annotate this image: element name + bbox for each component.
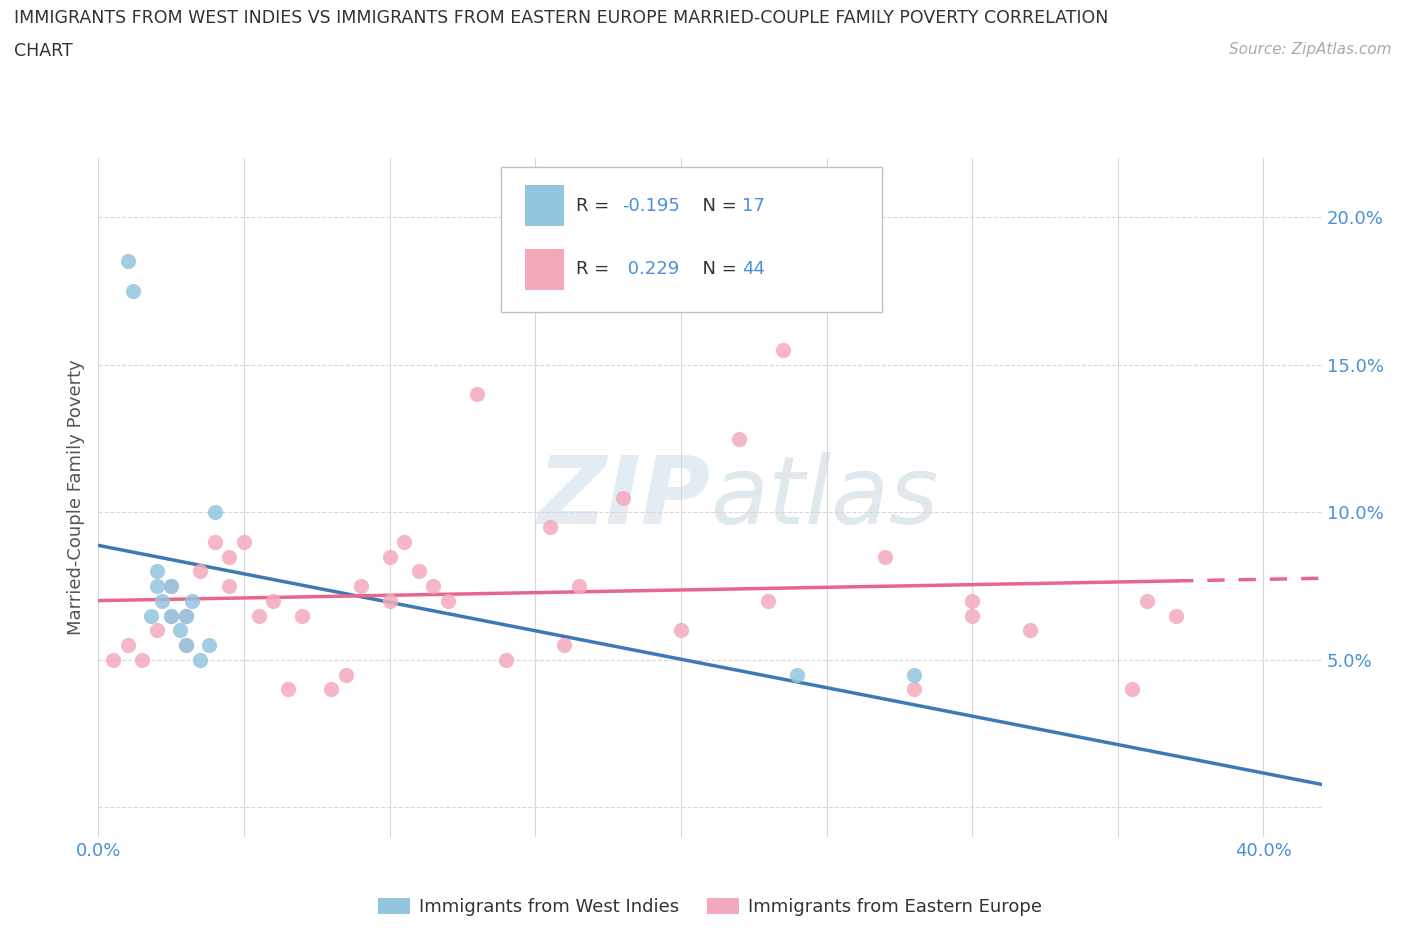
Point: [1121, 682, 1143, 697]
Legend: Immigrants from West Indies, Immigrants from Eastern Europe: Immigrants from West Indies, Immigrants …: [371, 890, 1049, 923]
Point: [378, 593, 401, 608]
Point: [160, 578, 183, 593]
Text: 44: 44: [741, 260, 765, 278]
Point: [392, 535, 416, 550]
Point: [145, 564, 167, 578]
Point: [568, 578, 591, 593]
Text: N =: N =: [690, 260, 742, 278]
Text: -0.195: -0.195: [621, 196, 681, 215]
Text: ZIP: ZIP: [537, 452, 710, 543]
Point: [612, 490, 634, 505]
Text: 17: 17: [741, 196, 765, 215]
Point: [174, 608, 197, 623]
Point: [669, 623, 692, 638]
Text: CHART: CHART: [14, 42, 73, 60]
Point: [277, 682, 299, 697]
Point: [291, 608, 314, 623]
Point: [101, 653, 124, 668]
Point: [117, 638, 139, 653]
Point: [131, 653, 153, 668]
Point: [174, 608, 197, 623]
Point: [349, 578, 371, 593]
Text: 0.229: 0.229: [621, 260, 679, 278]
Point: [437, 593, 460, 608]
Point: [198, 638, 221, 653]
Point: [188, 653, 212, 668]
Point: [960, 608, 983, 623]
Point: [145, 623, 167, 638]
Point: [422, 578, 444, 593]
Point: [160, 578, 183, 593]
Point: [139, 608, 162, 623]
Point: [188, 564, 212, 578]
Point: [1136, 593, 1159, 608]
Text: atlas: atlas: [710, 452, 938, 543]
Point: [378, 549, 401, 564]
Point: [174, 638, 197, 653]
Point: [786, 667, 808, 682]
Text: N =: N =: [690, 196, 742, 215]
Point: [538, 520, 561, 535]
Point: [408, 564, 430, 578]
Point: [247, 608, 270, 623]
Point: [160, 608, 183, 623]
Point: [233, 535, 256, 550]
Point: [218, 549, 240, 564]
Point: [122, 284, 145, 299]
Point: [728, 432, 751, 446]
Point: [152, 593, 174, 608]
Point: [145, 578, 167, 593]
Point: [169, 623, 191, 638]
Point: [772, 342, 794, 357]
Point: [495, 653, 517, 668]
Point: [321, 682, 343, 697]
Point: [1019, 623, 1042, 638]
Point: [960, 593, 983, 608]
Point: [204, 505, 226, 520]
Point: [553, 638, 575, 653]
Text: Source: ZipAtlas.com: Source: ZipAtlas.com: [1229, 42, 1392, 57]
Point: [160, 608, 183, 623]
Point: [903, 682, 925, 697]
Point: [465, 387, 488, 402]
Point: [335, 667, 357, 682]
Y-axis label: Married-Couple Family Poverty: Married-Couple Family Poverty: [67, 360, 86, 635]
Point: [873, 549, 896, 564]
Text: IMMIGRANTS FROM WEST INDIES VS IMMIGRANTS FROM EASTERN EUROPE MARRIED-COUPLE FAM: IMMIGRANTS FROM WEST INDIES VS IMMIGRANT…: [14, 9, 1108, 27]
Point: [218, 578, 240, 593]
Text: R =: R =: [575, 260, 614, 278]
Point: [1164, 608, 1187, 623]
Point: [180, 593, 202, 608]
Point: [262, 593, 284, 608]
Point: [756, 593, 779, 608]
Point: [117, 254, 139, 269]
Point: [174, 638, 197, 653]
Point: [204, 535, 226, 550]
Text: R =: R =: [575, 196, 614, 215]
Point: [903, 667, 925, 682]
